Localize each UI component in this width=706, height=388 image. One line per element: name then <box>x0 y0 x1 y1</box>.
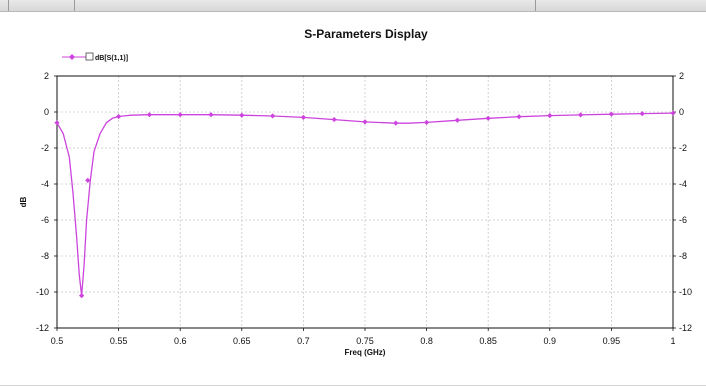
series-layer <box>54 110 676 299</box>
x-tick-label: 0.8 <box>420 336 433 346</box>
y-tick-label-right: 0 <box>679 107 684 117</box>
series-point <box>79 293 85 299</box>
toolbar-separator <box>74 0 75 11</box>
series-point <box>116 113 122 120</box>
y-tick-label-left: -4 <box>41 179 49 189</box>
y-tick-label-left: 0 <box>44 107 49 117</box>
x-tick-label: 0.95 <box>603 336 621 346</box>
y-axis-label: dB <box>19 196 28 207</box>
series-point <box>639 111 645 117</box>
series-point <box>300 114 306 120</box>
series-point <box>608 111 614 117</box>
y-tick-label-left: -2 <box>41 143 49 153</box>
x-tick-label: 0.55 <box>110 336 128 346</box>
x-tick-label: 0.6 <box>174 336 187 346</box>
series-point <box>362 119 368 125</box>
series-point <box>177 112 183 118</box>
series-point <box>578 112 584 118</box>
y-tick-label-right: -4 <box>679 179 687 189</box>
series-point <box>270 113 276 119</box>
x-tick-label: 0.65 <box>233 336 251 346</box>
series-point <box>547 113 553 119</box>
legend-diamond-marker <box>69 54 75 60</box>
toolbar-separator <box>8 0 9 11</box>
series-point <box>424 119 430 126</box>
y-tick-label-right: -6 <box>679 215 687 225</box>
y-tick-label-right: -10 <box>679 287 692 297</box>
x-tick-label: 0.75 <box>356 336 374 346</box>
y-tick-label-left: -10 <box>36 287 49 297</box>
legend-checkbox[interactable] <box>85 52 94 61</box>
x-axis-label: Freq (GHz) <box>345 348 386 357</box>
legend: dB[S(1,1)] <box>62 52 128 62</box>
y-tick-label-right: 2 <box>679 71 684 81</box>
axis-ticks: 0.5 0.55 0.6 0.65 0.7 0.75 0.8 0.85 0.9 0.95 1 2 2 0 0… <box>36 71 692 346</box>
series-point <box>208 112 214 118</box>
toolbar-separator <box>535 0 536 11</box>
y-tick-label-right: -12 <box>679 323 692 333</box>
chart-title: S-Parameters Display <box>304 27 428 41</box>
series-point <box>670 110 676 116</box>
y-tick-label-right: -2 <box>679 143 687 153</box>
series-point <box>85 177 91 183</box>
y-tick-label-left: -12 <box>36 323 49 333</box>
y-tick-label-left: 2 <box>44 71 49 81</box>
y-tick-label-left: -8 <box>41 251 49 261</box>
y-tick-label-left: -6 <box>41 215 49 225</box>
series-point <box>331 116 337 123</box>
series-point <box>239 112 245 118</box>
x-tick-label: 0.7 <box>297 336 310 346</box>
bottom-separator <box>0 385 706 386</box>
x-tick-label: 0.9 <box>544 336 557 346</box>
series-point <box>485 115 491 121</box>
series-point <box>54 120 60 126</box>
series-point <box>393 120 399 126</box>
x-tick-label: 0.85 <box>479 336 497 346</box>
y-tick-label-right: -8 <box>679 251 687 261</box>
x-tick-label: 0.5 <box>51 336 64 346</box>
legend-label: dB[S(1,1)] <box>95 55 128 62</box>
series-point <box>454 117 460 123</box>
x-tick-label: 1 <box>670 336 675 346</box>
window-toolbar <box>0 0 706 12</box>
series-point <box>146 112 152 118</box>
series-point <box>516 114 522 120</box>
